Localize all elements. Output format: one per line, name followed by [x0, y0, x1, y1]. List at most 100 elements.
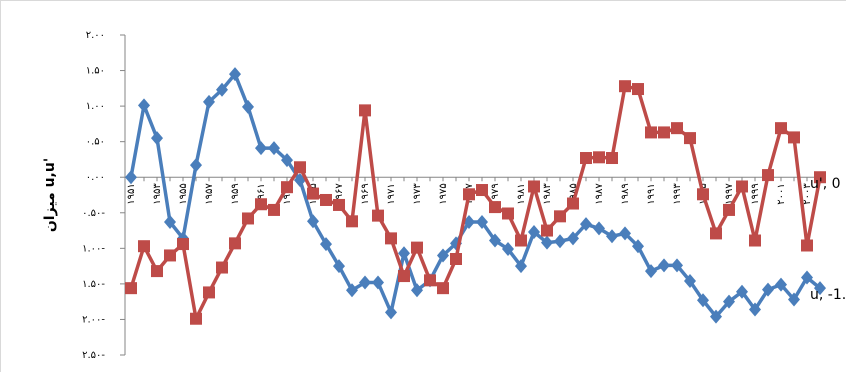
marker [372, 275, 384, 290]
x-tick-label: ۱۹۹۱ [646, 183, 657, 204]
marker [151, 265, 163, 278]
marker [177, 238, 189, 251]
marker [788, 131, 800, 144]
marker [385, 232, 397, 245]
x-tick-label: ۱۹۶۱ [256, 183, 267, 204]
marker [619, 80, 631, 93]
x-tick-label: ۱۹۵۱ [126, 183, 137, 204]
marker [645, 126, 657, 139]
marker [658, 126, 670, 139]
marker [268, 203, 280, 216]
x-tick-label: ۱۹۸۷ [594, 183, 605, 205]
marker [541, 235, 553, 250]
y-tick-label: ۲.۵۰- [82, 350, 105, 361]
marker [567, 197, 579, 210]
x-tick-label: ۱۹۶۷ [334, 183, 345, 205]
marker [229, 237, 241, 250]
marker [710, 227, 722, 240]
marker [606, 152, 618, 165]
marker [333, 198, 345, 211]
marker [190, 312, 202, 325]
marker [528, 224, 540, 239]
marker [489, 201, 501, 214]
marker [203, 286, 215, 299]
marker [775, 277, 787, 292]
marker [697, 293, 709, 308]
marker [125, 170, 137, 185]
marker [645, 264, 657, 279]
x-tick-label: ۱۹۵۵ [178, 183, 189, 204]
marker [554, 234, 566, 249]
marker [229, 67, 241, 82]
marker [593, 221, 605, 236]
marker [619, 226, 631, 241]
marker [801, 239, 813, 252]
marker [424, 274, 436, 287]
y-axis-title: میزان u,u' [42, 158, 58, 232]
marker [593, 151, 605, 164]
marker [515, 259, 527, 274]
x-tick-label: ۱۹۵۷ [204, 183, 215, 205]
y-tick-label: ۲.۰۰- [82, 314, 105, 325]
marker [216, 82, 228, 97]
marker [723, 203, 735, 216]
marker [411, 283, 423, 298]
x-tick-label: ۱۹۶۹ [360, 183, 371, 204]
marker [385, 305, 397, 320]
marker [346, 283, 358, 298]
marker [463, 215, 475, 230]
y-tick-label: ۱.۰۰ [86, 101, 105, 112]
marker [333, 259, 345, 274]
y-tick-label: ۱.۵۰ [86, 66, 105, 77]
x-tick-label: ۱۹۷۳ [412, 183, 423, 205]
marker [606, 229, 618, 244]
marker [151, 131, 163, 146]
marker [515, 234, 527, 247]
x-tick-label: ۱۹۸۵ [568, 183, 579, 204]
marker [476, 215, 488, 230]
x-tick-label: ۱۹۷۹ [490, 183, 501, 204]
marker [398, 246, 410, 261]
marker [632, 239, 644, 254]
x-tick-label: ۱۹۵۳ [152, 183, 163, 205]
marker [749, 234, 761, 247]
marker [762, 282, 774, 297]
marker [307, 187, 319, 200]
marker [242, 212, 254, 225]
marker [697, 188, 709, 201]
marker [320, 237, 332, 252]
marker [190, 158, 202, 173]
marker [138, 240, 150, 253]
marker [359, 275, 371, 290]
x-tick-label: ۱۹۸۹ [620, 183, 631, 204]
y-tick-label: ۱.۵۰- [82, 279, 105, 290]
marker [359, 104, 371, 117]
marker [294, 161, 306, 174]
marker [736, 180, 748, 193]
marker [320, 193, 332, 206]
x-tick-label: ۱۹۶۳ [282, 183, 293, 205]
x-tick-label: ۱۹۸۳ [542, 183, 553, 205]
x-tick-label: ۱۹۷۱ [386, 183, 397, 204]
marker [554, 210, 566, 223]
marker [437, 248, 449, 263]
marker [580, 217, 592, 232]
marker [736, 284, 748, 299]
x-tick-label: ۱۹۸۱ [516, 183, 527, 204]
marker [658, 258, 670, 273]
x-tick-label: ۲۰۰۳ [802, 183, 813, 205]
marker [684, 132, 696, 145]
y-tick-label: ۰.۵۰ [86, 137, 105, 148]
marker [164, 249, 176, 262]
marker [242, 99, 254, 114]
marker [138, 98, 150, 113]
marker [255, 141, 267, 156]
marker [489, 233, 501, 248]
marker [281, 181, 293, 194]
marker [788, 292, 800, 307]
x-tick-label: ۱۹۹۳ [672, 183, 683, 205]
marker [567, 231, 579, 246]
marker [671, 122, 683, 135]
marker [632, 83, 644, 96]
